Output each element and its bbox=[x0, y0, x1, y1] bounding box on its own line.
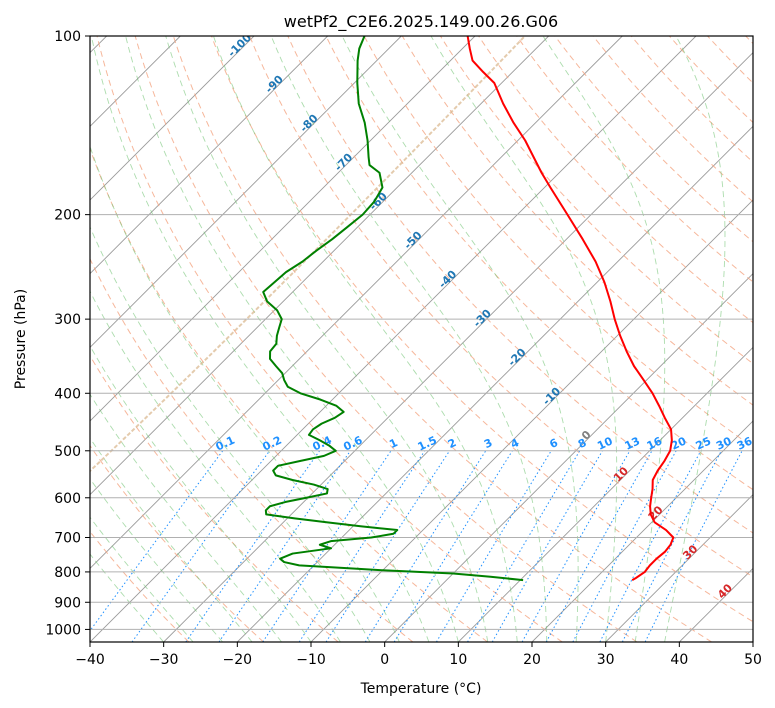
mixing-ratio-label: 16 bbox=[645, 434, 665, 452]
y-tick-label: 300 bbox=[54, 312, 81, 328]
dry-adiabat-line bbox=[211, 36, 753, 623]
isotherm-line bbox=[90, 36, 402, 348]
x-tick-label: 20 bbox=[523, 652, 541, 668]
y-tick-label: 900 bbox=[54, 595, 81, 611]
dry-adiabat-line bbox=[134, 36, 638, 642]
mixing-ratio-label: 13 bbox=[623, 434, 642, 452]
x-tick-label: 40 bbox=[670, 652, 688, 668]
dry-adiabat-line bbox=[516, 36, 753, 283]
x-tick-label: 0 bbox=[380, 652, 389, 668]
y-tick-label: 1000 bbox=[45, 622, 81, 638]
moist-adiabat-line bbox=[542, 36, 666, 642]
x-tick-label: 10 bbox=[449, 652, 467, 668]
moist-adiabat-line bbox=[90, 437, 253, 642]
mixing-ratio-line bbox=[435, 450, 552, 642]
sounding-series bbox=[262, 36, 675, 582]
isotherm-line bbox=[458, 346, 753, 642]
isotherm-line bbox=[605, 494, 753, 642]
y-tick-label: 500 bbox=[54, 444, 81, 460]
mixing-ratio-line bbox=[521, 450, 631, 642]
y-tick-label: 200 bbox=[54, 208, 81, 224]
isotherm-line bbox=[90, 36, 476, 422]
x-axis-ticks: −40 −30 −20 −10 0 10 20 30 40 50 bbox=[75, 642, 762, 668]
mixing-ratio-label: 25 bbox=[694, 434, 713, 452]
background-lines bbox=[90, 36, 753, 642]
y-tick-label: 400 bbox=[54, 386, 81, 402]
moist-adiabat-line bbox=[341, 36, 579, 642]
x-tick-label: −40 bbox=[75, 652, 105, 668]
saturation-curve-line bbox=[90, 36, 526, 473]
mixing-ratio-label: 10 bbox=[595, 434, 615, 452]
dry-adiabat-line bbox=[478, 36, 753, 324]
moist-adiabat-line bbox=[90, 478, 223, 642]
moist-adiabat-line bbox=[165, 36, 489, 642]
moist-adiabat-line bbox=[90, 36, 430, 642]
dry-adiabat-line bbox=[401, 36, 753, 406]
moist-adiabat-line bbox=[90, 345, 312, 642]
dry-adiabat-line bbox=[592, 36, 753, 203]
temperature-line bbox=[466, 36, 675, 582]
moist-adiabat-line bbox=[664, 36, 726, 642]
y-axis-label: Pressure (hPa) bbox=[13, 289, 29, 389]
y-tick-label: 600 bbox=[54, 491, 81, 507]
y-tick-label: 100 bbox=[54, 29, 81, 45]
x-tick-label: 50 bbox=[744, 652, 762, 668]
mixing-ratio-line bbox=[185, 450, 320, 642]
mixing-ratio-line bbox=[572, 450, 677, 642]
mixing-ratio-label: 30 bbox=[714, 434, 734, 452]
moist-adiabat-line bbox=[430, 36, 618, 642]
moist-adiabat-line bbox=[90, 516, 194, 642]
mixing-ratio-line bbox=[644, 450, 743, 642]
y-axis-ticks: 100 200 300 400 500 600 700 800 900 1000 bbox=[45, 29, 90, 638]
mixing-ratio-line bbox=[599, 450, 702, 642]
dry-adiabat-line bbox=[630, 36, 753, 163]
isotherm-line bbox=[163, 52, 753, 642]
dry-adiabat-line bbox=[325, 36, 753, 491]
plot-frame bbox=[89, 35, 754, 643]
x-tick-label: 30 bbox=[597, 652, 615, 668]
isotherm-line bbox=[90, 36, 549, 496]
mixing-ratio-label: 20 bbox=[669, 434, 689, 452]
y-tick-label: 700 bbox=[54, 531, 81, 547]
moist-adiabat-line bbox=[90, 393, 282, 642]
moist-adiabat-line bbox=[90, 225, 371, 642]
x-axis-label: Temperature (°C) bbox=[360, 681, 482, 697]
pressure-gridlines bbox=[90, 36, 753, 630]
plot-area bbox=[90, 36, 753, 642]
y-tick-label: 800 bbox=[54, 565, 81, 581]
moist-adiabat-line bbox=[213, 36, 518, 642]
isotherm-line bbox=[384, 273, 753, 642]
moist-adiabat-line bbox=[125, 36, 459, 642]
isotherm-line bbox=[90, 36, 697, 642]
dry-adiabat-line bbox=[96, 36, 563, 642]
mixing-ratio-line bbox=[131, 450, 271, 642]
dry-adiabat-line bbox=[90, 257, 414, 642]
moist-adiabat-line bbox=[90, 290, 341, 642]
dry-adiabat-line bbox=[363, 36, 753, 448]
x-tick-label: −10 bbox=[296, 652, 326, 668]
dry-adiabat-line bbox=[90, 444, 264, 642]
mixing-ratio-line bbox=[90, 450, 224, 632]
isotherm-line bbox=[90, 36, 623, 569]
dry-adiabat-line bbox=[172, 36, 712, 642]
isotherm-line bbox=[90, 36, 255, 201]
x-tick-label: −30 bbox=[149, 652, 179, 668]
moist-adiabat-line bbox=[90, 145, 400, 642]
mixing-ratio-line bbox=[364, 450, 487, 642]
mixing-ratio-line bbox=[325, 450, 450, 642]
dewpoint-line bbox=[262, 36, 524, 582]
moist-adiabat-line bbox=[90, 553, 165, 642]
mixing-ratio-line bbox=[545, 450, 653, 642]
mixing-ratio-line bbox=[262, 450, 392, 642]
isotherm-line bbox=[531, 420, 753, 642]
mixing-ratio-line bbox=[298, 450, 426, 642]
isotherm-line bbox=[90, 36, 328, 275]
mixing-ratio-label: 36 bbox=[735, 434, 755, 452]
mixing-ratio-line bbox=[218, 450, 351, 642]
dry-adiabat-line bbox=[249, 36, 753, 578]
x-tick-label: −20 bbox=[223, 652, 253, 668]
chart-title: wetPf2_C2E6.2025.149.00.26.G06 bbox=[284, 12, 558, 32]
